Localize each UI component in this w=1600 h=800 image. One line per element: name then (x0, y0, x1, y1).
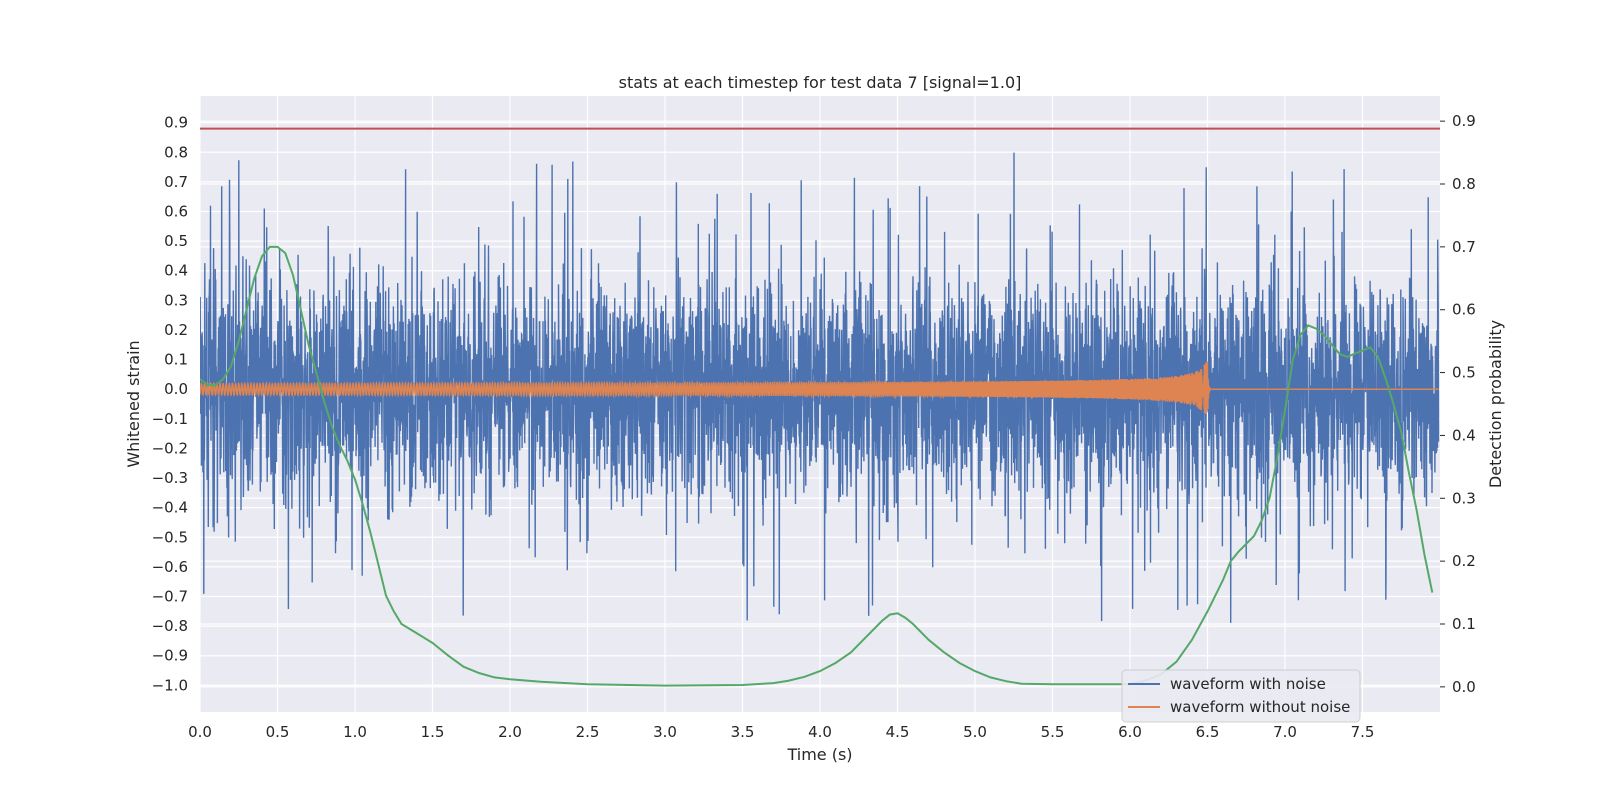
x-tick-label: 1.0 (343, 723, 367, 741)
y2-tick-label: 0.0 (1452, 678, 1476, 696)
y2-tick-label: 0.4 (1452, 426, 1476, 444)
y2-tick-label: 0.8 (1452, 175, 1476, 193)
series-waveform-with-noise (200, 152, 1440, 623)
y-tick-label: −0.9 (152, 647, 188, 665)
y2-tick-label: 0.7 (1452, 238, 1476, 256)
y-tick-label: 0.0 (164, 380, 188, 398)
x-tick-label: 5.0 (963, 723, 987, 741)
y2-tick-label: 0.1 (1452, 615, 1476, 633)
y-tick-label: 0.8 (164, 143, 188, 161)
y2-tick-labels: 0.9 0.8 0.7 0.6 0.5 0.4 0.3 0.2 0.1 0.0 (1440, 112, 1476, 696)
x-tick-label: 4.0 (808, 723, 832, 741)
x-axis-label: Time (s) (786, 745, 852, 764)
y-tick-label: 0.6 (164, 203, 188, 221)
y-tick-label: −0.7 (152, 588, 188, 606)
y-tick-label: −0.2 (152, 439, 188, 457)
legend-box (1121, 669, 1361, 723)
x-tick-labels: 0.0 0.5 1.0 1.5 2.0 2.5 3.0 3.5 4.0 4.5 5.0 5.5 6.0 6… (188, 723, 1374, 741)
x-tick-label: 6.5 (1196, 723, 1220, 741)
legend-label-with-noise: waveform with noise (1170, 675, 1326, 693)
y-tick-label: −0.5 (152, 528, 188, 546)
x-tick-label: 7.0 (1273, 723, 1297, 741)
x-tick-label: 1.5 (421, 723, 445, 741)
y2-tick-label: 0.6 (1452, 301, 1476, 319)
x-tick-label: 6.0 (1118, 723, 1142, 741)
y2-axis-label: Detection probability (1486, 320, 1505, 488)
x-tick-label: 3.5 (731, 723, 755, 741)
legend-label-without-noise: waveform without noise (1170, 698, 1350, 716)
series-layer (200, 127, 1440, 687)
y-tick-label: −1.0 (152, 676, 188, 694)
y2-tick-label: 0.9 (1452, 112, 1476, 130)
y-tick-label: 0.3 (164, 291, 188, 309)
y2-tick-label: 0.2 (1452, 552, 1476, 570)
series-waveform-without-noise (200, 361, 1439, 414)
x-tick-label: 7.5 (1351, 723, 1375, 741)
y-tick-labels: 0.9 0.8 0.7 0.6 0.5 0.4 0.3 0.2 0.1 0.0 −0.1 −0.2 −0… (152, 114, 188, 695)
x-tick-label: 4.5 (886, 723, 910, 741)
y-tick-label: 0.1 (164, 351, 188, 369)
series-detection-probability (200, 245, 1434, 687)
y-axis-label: Whitened strain (124, 340, 143, 467)
legend: waveform with noise waveform without noi… (1121, 669, 1361, 723)
y-tick-label: 0.2 (164, 321, 188, 339)
x-tick-label: 5.5 (1041, 723, 1065, 741)
y2-tick-label: 0.3 (1452, 489, 1476, 507)
y-tick-label: 0.7 (164, 173, 188, 191)
y-tick-label: 0.4 (164, 262, 188, 280)
x-tick-label: 2.0 (498, 723, 522, 741)
y-tick-label: −0.3 (152, 469, 188, 487)
x-tick-label: 0.0 (188, 723, 212, 741)
x-tick-label: 3.0 (653, 723, 677, 741)
chart-title: stats at each timestep for test data 7 [… (619, 73, 1022, 92)
y-tick-label: −0.8 (152, 617, 188, 635)
y-tick-label: −0.6 (152, 558, 188, 576)
x-tick-label: 0.5 (266, 723, 290, 741)
y-tick-label: −0.1 (152, 410, 188, 428)
y-tick-label: 0.9 (164, 114, 188, 132)
y-tick-label: −0.4 (152, 499, 188, 517)
x-tick-label: 2.5 (576, 723, 600, 741)
y-tick-label: 0.5 (164, 232, 188, 250)
y2-tick-label: 0.5 (1452, 364, 1476, 382)
